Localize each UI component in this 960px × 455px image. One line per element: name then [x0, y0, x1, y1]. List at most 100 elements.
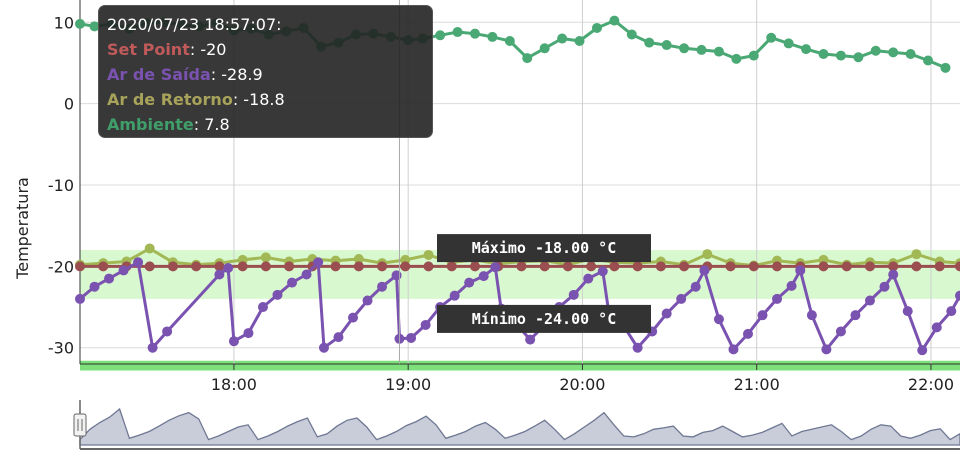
data-point-ar-de-sa-da	[420, 319, 431, 330]
data-point-ar-de-sa-da	[228, 336, 239, 347]
data-point-ar-de-sa-da	[757, 310, 768, 321]
data-point-ar-de-sa-da	[223, 262, 234, 273]
data-point-set-point	[632, 261, 643, 272]
data-point-ambiente	[783, 38, 794, 49]
data-point-ambiente	[469, 28, 480, 39]
tooltip-series-name: Set Point	[107, 40, 190, 59]
data-point-ambiente	[504, 35, 515, 46]
data-point-set-point	[144, 261, 155, 272]
data-point-ar-de-sa-da	[490, 262, 501, 273]
data-point-set-point	[167, 261, 178, 272]
data-point-set-point	[748, 261, 759, 272]
data-point-ambiente	[661, 40, 672, 51]
data-point-ar-de-sa-da	[795, 265, 806, 276]
data-point-ambiente	[748, 50, 759, 61]
data-point-ar-de-sa-da	[850, 310, 861, 321]
tooltip-row: Ar de Saída: -28.9	[107, 62, 424, 87]
data-point-ar-de-sa-da	[786, 280, 797, 291]
data-point-set-point	[934, 261, 945, 272]
tooltip-series-value: : -20	[189, 40, 227, 59]
data-point-ar-de-retorno	[423, 249, 434, 260]
data-point-ar-de-sa-da	[713, 314, 724, 325]
data-point-ambiente	[923, 55, 934, 66]
data-point-ambiente	[591, 22, 602, 33]
data-point-ambiente	[905, 49, 916, 60]
data-point-ambiente	[835, 50, 846, 61]
x-tick-label: 22:00	[908, 375, 954, 394]
data-point-set-point	[586, 261, 597, 272]
data-point-ambiente	[75, 18, 85, 29]
data-point-ambiente	[557, 33, 568, 44]
axes: 10 0 -10 -20 -30 18:00 19:00 20:00 21:00 22:00	[48, 0, 960, 394]
tooltip-series-value: : -18.8	[232, 90, 285, 109]
data-point-ar-de-sa-da	[835, 326, 846, 337]
data-point-set-point	[353, 261, 364, 272]
data-point-ar-de-sa-da	[214, 269, 225, 280]
data-point-set-point	[214, 261, 225, 272]
data-point-set-point	[539, 261, 550, 272]
tooltip-row: Ar de Retorno: -18.8	[107, 87, 424, 112]
data-point-ar-de-retorno	[144, 243, 155, 254]
data-point-set-point	[864, 261, 875, 272]
data-point-ambiente	[452, 27, 463, 38]
data-point-ar-de-retorno	[260, 252, 271, 263]
data-point-ambiente	[574, 35, 585, 46]
data-point-set-point	[400, 261, 411, 272]
data-point-ar-de-sa-da	[333, 332, 344, 343]
y-tick-label: -10	[48, 176, 74, 195]
data-point-ar-de-sa-da	[902, 306, 913, 317]
data-point-ar-de-retorno	[353, 254, 364, 265]
data-point-ar-de-sa-da	[75, 293, 85, 304]
reference-label-box	[437, 234, 651, 263]
y-tick-label: -20	[48, 257, 74, 276]
data-point-ambiente	[713, 46, 724, 57]
data-point-set-point	[818, 261, 829, 272]
data-point-set-point	[562, 261, 573, 272]
data-point-ar-de-sa-da	[104, 273, 115, 284]
tooltip-row: Set Point: -20	[107, 37, 424, 62]
series-set-point	[75, 261, 960, 272]
data-point-ar-de-sa-da	[313, 257, 324, 268]
data-point-ambiente	[609, 15, 620, 26]
navigator[interactable]	[73, 400, 960, 450]
tooltip-title: 2020/07/23 18:57:07:	[107, 15, 282, 34]
data-point-ambiente	[731, 53, 742, 64]
data-point-ambiente	[644, 37, 655, 48]
reference-label: Mínimo -24.00 °C	[472, 310, 617, 328]
x-tick-label: 20:00	[559, 375, 605, 394]
data-point-set-point	[888, 261, 899, 272]
data-point-set-point	[609, 261, 620, 272]
data-point-ar-de-retorno	[702, 249, 713, 260]
data-point-ambiente	[801, 44, 812, 55]
data-point-ar-de-sa-da	[243, 328, 254, 339]
data-point-ar-de-sa-da	[133, 257, 144, 268]
navigator-area	[79, 407, 960, 446]
data-point-ambiente	[435, 30, 446, 41]
data-point-ar-de-sa-da	[699, 265, 710, 276]
data-point-ar-de-sa-da	[690, 281, 701, 292]
data-point-ar-de-sa-da	[888, 269, 899, 280]
data-point-ar-de-sa-da	[931, 322, 942, 333]
data-point-ar-de-sa-da	[118, 265, 129, 276]
navigator-handle[interactable]	[73, 413, 87, 437]
data-point-set-point	[446, 261, 457, 272]
data-point-set-point	[330, 261, 341, 272]
data-point-set-point	[655, 261, 666, 272]
data-point-ar-de-sa-da	[821, 344, 832, 355]
x-tick-label: 18:00	[211, 375, 257, 394]
tooltip: 2020/07/23 18:57:07: Set Point: -20 Ar de…	[98, 5, 433, 138]
data-point-ar-de-sa-da	[632, 342, 643, 353]
data-point-ambiente	[626, 29, 637, 40]
data-point-set-point	[911, 261, 922, 272]
tooltip-series-name: Ar de Retorno	[107, 90, 233, 109]
data-point-ar-de-sa-da	[864, 295, 875, 306]
data-point-set-point	[725, 261, 736, 272]
data-point-set-point	[98, 261, 109, 272]
tooltip-series-value: : -28.9	[210, 65, 263, 84]
data-point-ar-de-sa-da	[478, 271, 489, 282]
data-point-ar-de-sa-da	[597, 266, 608, 277]
data-point-set-point	[284, 261, 295, 272]
data-point-ambiente	[766, 32, 777, 43]
data-point-ambiente	[487, 31, 498, 42]
tooltip-series-name: Ambiente	[107, 115, 194, 134]
